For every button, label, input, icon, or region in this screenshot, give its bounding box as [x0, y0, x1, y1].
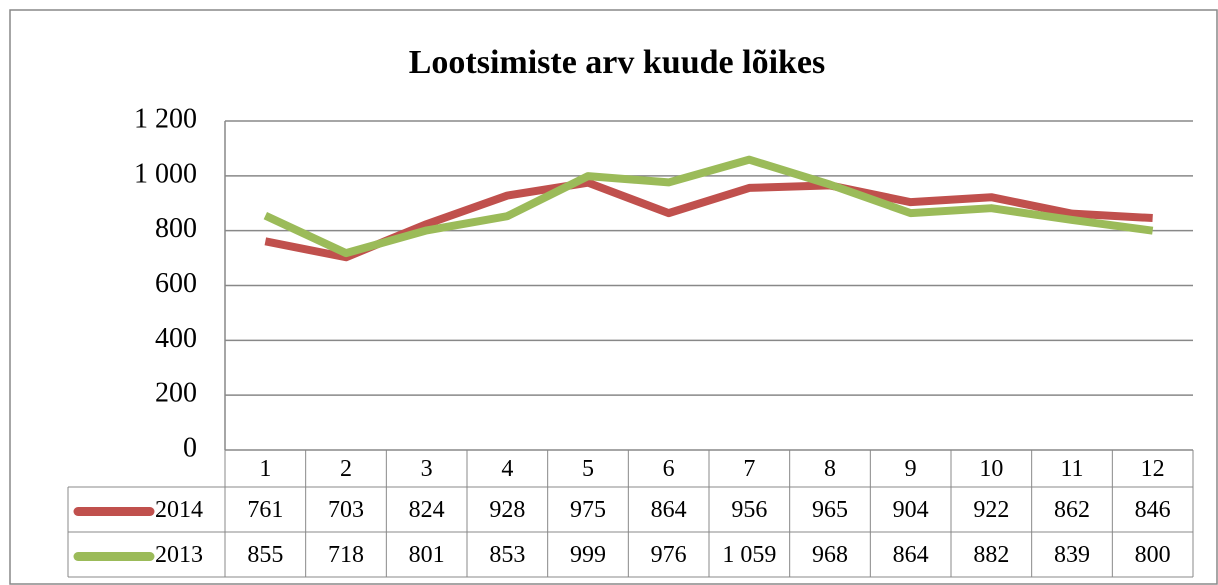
- data-label: 976: [651, 542, 687, 568]
- data-label: 968: [812, 542, 848, 568]
- series-line: [264, 178, 1153, 262]
- x-tick-label: 1: [259, 456, 271, 482]
- x-tick-label: 6: [663, 456, 675, 482]
- data-label: 824: [409, 497, 445, 523]
- data-label: 928: [489, 497, 525, 523]
- x-tick-label: 7: [743, 456, 755, 482]
- x-tick-label: 8: [824, 456, 836, 482]
- x-tick-label: 10: [979, 456, 1003, 482]
- data-label: 965: [812, 497, 848, 523]
- data-label: 975: [570, 497, 606, 523]
- data-label: 864: [651, 497, 687, 523]
- chart-title: Lootsimiste arv kuude lõikes: [409, 44, 826, 81]
- data-label: 956: [731, 497, 767, 523]
- data-label: 882: [973, 542, 1009, 568]
- y-tick-label: 1 200: [134, 103, 197, 134]
- data-label: 999: [570, 542, 606, 568]
- data-label: 839: [1054, 542, 1090, 568]
- chart-frame: [9, 9, 1218, 585]
- x-tick-label: 12: [1141, 456, 1165, 482]
- data-label: 862: [1054, 497, 1090, 523]
- data-label: 855: [247, 542, 283, 568]
- legend-label: 2014: [155, 497, 203, 523]
- data-label: 864: [893, 542, 929, 568]
- series-line: [263, 155, 1154, 258]
- x-tick-label: 9: [905, 456, 917, 482]
- y-tick-label: 800: [155, 213, 197, 244]
- y-tick-label: 400: [155, 323, 197, 354]
- x-tick-label: 11: [1060, 456, 1083, 482]
- data-label: 801: [409, 542, 445, 568]
- data-label: 846: [1135, 497, 1171, 523]
- x-tick-label: 3: [421, 456, 433, 482]
- data-label: 761: [247, 497, 283, 523]
- y-tick-label: 600: [155, 268, 197, 299]
- data-label: 703: [328, 497, 364, 523]
- x-tick-label: 5: [582, 456, 594, 482]
- x-tick-label: 4: [501, 456, 513, 482]
- y-tick-label: 0: [183, 432, 197, 463]
- data-label: 1 059: [722, 542, 776, 568]
- data-label: 718: [328, 542, 364, 568]
- data-label: 922: [973, 497, 1009, 523]
- data-label: 800: [1135, 542, 1171, 568]
- x-tick-label: 2: [340, 456, 352, 482]
- legend-label: 2013: [155, 542, 203, 568]
- data-label: 904: [893, 497, 929, 523]
- data-label: 853: [489, 542, 525, 568]
- y-tick-label: 200: [155, 378, 197, 409]
- y-tick-label: 1 000: [134, 158, 197, 189]
